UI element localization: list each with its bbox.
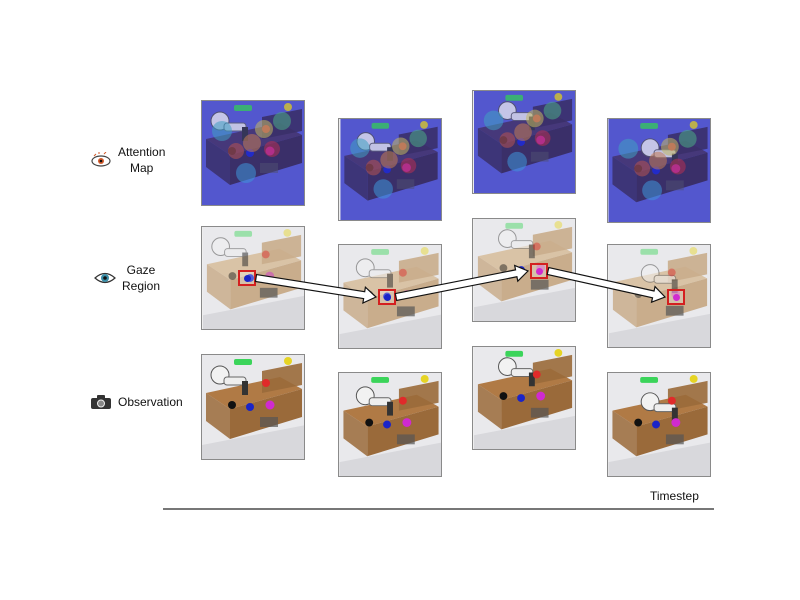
gaze-region-panel	[472, 218, 576, 322]
gazed-object	[673, 294, 680, 301]
attention-map-panel	[338, 118, 442, 221]
gazed-object	[536, 268, 543, 275]
observation-panel	[472, 346, 576, 450]
observation-label: Observation	[90, 394, 183, 410]
observation-text: Observation	[118, 395, 183, 409]
gaze-highlight-box	[530, 263, 548, 279]
attention-map-label: Attention Map	[90, 144, 165, 176]
eye-icon	[94, 272, 116, 284]
gaze-highlight-box	[378, 289, 396, 305]
attention-map-panel	[201, 100, 305, 206]
attention-map-panel	[607, 118, 711, 223]
gazed-object	[384, 294, 391, 301]
brain-eye-icon	[91, 152, 111, 167]
gaze-region-label: Gaze Region	[94, 262, 160, 294]
attention-map-text: Attention Map	[118, 145, 166, 175]
gaze-highlight-box	[238, 270, 256, 286]
observation-panel	[607, 372, 711, 477]
gaze-region-text: Gaze Region	[122, 263, 161, 293]
observation-panel	[201, 354, 305, 460]
camera-icon	[91, 395, 111, 409]
attention-map-panel	[472, 90, 576, 194]
gazed-object	[244, 275, 251, 282]
gaze-highlight-box	[667, 289, 685, 305]
gaze-region-panel	[607, 244, 711, 348]
observation-panel	[338, 372, 442, 477]
timestep-label: Timestep	[650, 489, 699, 503]
timeline-axis	[163, 508, 714, 510]
